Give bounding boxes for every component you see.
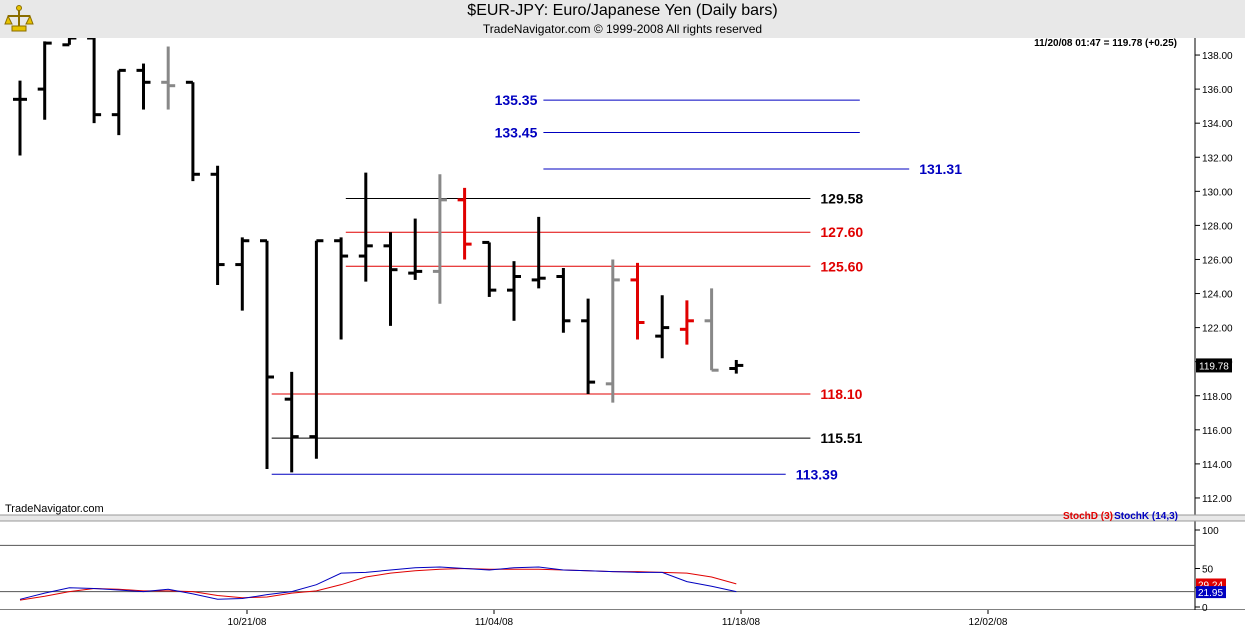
ohlc-bar [334, 237, 349, 340]
chart-title: $EUR-JPY: Euro/Japanese Yen (Daily bars) [467, 2, 778, 19]
price-tick-label: 130.00 [1202, 187, 1233, 198]
ohlc-bar [136, 63, 151, 110]
x-tick-label: 11/04/08 [475, 617, 514, 628]
x-axis-band [0, 610, 1245, 631]
price-tick-label: 124.00 [1202, 290, 1233, 301]
stochd-last-label: 29.24 [1198, 580, 1223, 591]
trade-navigator-logo-icon [4, 5, 34, 32]
price-tick-label: 134.00 [1202, 119, 1233, 130]
price-chart[interactable]: 135.35 133.45 131.31 129.58 127.60 125.60 118.… [0, 38, 1245, 631]
quote-readout: 11/20/08 01:47 = 119.78 (+0.25) [1034, 38, 1177, 49]
level-label-131-31: 131.31 [919, 161, 962, 177]
price-tick-label: 138.00 [1202, 51, 1233, 62]
ohlc-bar [13, 80, 27, 156]
ohlc-bar [309, 239, 324, 459]
ohlc-bar [260, 239, 274, 470]
ohlc-bar [679, 300, 694, 345]
stoch-tick-label: 50 [1202, 565, 1214, 576]
level-label-135-35: 135.35 [495, 92, 538, 108]
price-tick-label: 136.00 [1202, 85, 1233, 96]
level-label-133-45: 133.45 [495, 125, 538, 141]
stoch-legend-item: StochK (14,3) [1114, 511, 1178, 522]
ohlc-bar [185, 80, 200, 182]
price-tick-label: 116.00 [1202, 426, 1232, 437]
price-tick-label: 128.00 [1202, 221, 1233, 232]
panel-separator [0, 515, 1245, 521]
level-label-127-60: 127.60 [820, 224, 863, 240]
ohlc-bar [630, 262, 645, 340]
ohlc-bar [383, 232, 398, 326]
chart-header: $EUR-JPY: Euro/Japanese Yen (Daily bars)… [0, 0, 1245, 38]
price-tick-label: 132.00 [1202, 153, 1233, 164]
ohlc-bar [210, 165, 225, 286]
ohlc-bar [729, 359, 744, 374]
ohlc-bar [581, 298, 596, 395]
level-label-115-51: 115.51 [820, 430, 862, 446]
x-tick-label: 11/18/08 [722, 617, 761, 628]
x-tick-label: 10/21/08 [228, 617, 267, 628]
stochk-last-box [1196, 586, 1226, 599]
ohlc-bar [358, 172, 373, 282]
last-price-box [1196, 358, 1232, 373]
price-tick-label: 112.00 [1202, 494, 1232, 505]
last-price-label: 119.78 [1199, 361, 1229, 372]
level-label-113-39: 113.39 [796, 466, 838, 482]
ohlc-bar [507, 261, 521, 321]
ohlc-bar [556, 267, 571, 333]
ohlc-bar [605, 259, 620, 403]
watermark: TradeNavigator.com [5, 503, 104, 515]
ohlc-bar [111, 68, 126, 136]
price-tick-label: 126.00 [1202, 255, 1233, 266]
ohlc-bar [284, 371, 299, 473]
level-label-129-58: 129.58 [820, 190, 863, 206]
ohlc-bar [62, 38, 77, 47]
ohlc-bar [531, 216, 546, 289]
price-tick-label: 122.00 [1202, 324, 1233, 335]
ohlc-bar [655, 295, 670, 359]
ohlc-bar [87, 38, 102, 124]
ohlc-bar [161, 46, 176, 110]
ohlc-bar [704, 288, 719, 372]
chart-subtitle: TradeNavigator.com © 1999-2008 All right… [482, 22, 763, 36]
price-tick-label: 114.00 [1202, 460, 1232, 471]
x-tick-label: 12/02/08 [969, 617, 1008, 628]
stoch-tick-label: 100 [1202, 526, 1219, 537]
stoch-legend-item: StochD (3) [1063, 511, 1113, 522]
stoch-tick-label: 0 [1202, 603, 1208, 614]
ohlc-bar [432, 174, 447, 304]
ohlc-bar [408, 218, 423, 280]
ohlc-bar [37, 41, 52, 120]
ohlc-bar [482, 240, 497, 297]
stoch-series-line [19, 566, 737, 600]
stochk-last-label: 21.95 [1198, 588, 1223, 599]
level-label-118-10: 118.10 [820, 386, 862, 402]
level-label-125-60: 125.60 [820, 258, 863, 274]
price-tick-label: 118.00 [1202, 392, 1232, 403]
ohlc-bar [235, 237, 250, 311]
ohlc-bar [457, 187, 472, 260]
